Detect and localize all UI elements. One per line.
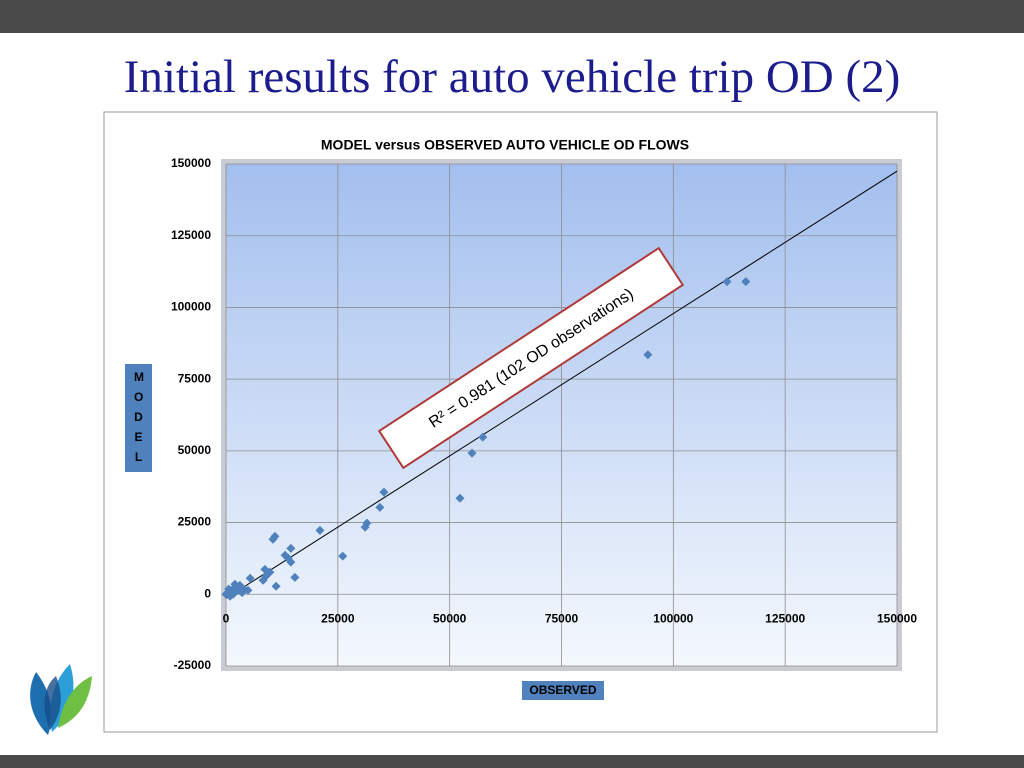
point [290,572,300,582]
point [283,553,293,563]
point [379,487,389,497]
x-tick-label: 75000 [545,611,579,625]
x-tick-label: 150000 [877,611,917,625]
y-tick-label: 150000 [171,156,211,170]
y-axis-label: MODEL [125,364,152,472]
annotation-box [377,246,685,470]
point [467,448,477,458]
x-tick-label: 50000 [433,611,467,625]
chart-title: MODEL versus OBSERVED AUTO VEHICLE OD FL… [321,137,689,153]
x-tick-label: 0 [223,611,230,625]
x-tick-label: 125000 [765,611,805,625]
point [231,581,241,591]
point [360,522,370,532]
point [224,584,234,594]
x-tick-label: 25000 [321,611,355,625]
point [455,493,465,503]
point [271,581,281,591]
y-tick-label: 25000 [178,515,212,529]
y-tick-label: 100000 [171,300,211,314]
point [237,588,247,598]
y-tick-label: 125000 [171,228,211,242]
y-tick-label: 0 [204,586,211,600]
point [722,277,732,287]
y-tick-label: -25000 [174,658,212,672]
bottom-bar [0,755,1024,768]
point [260,564,270,574]
point [245,573,255,583]
point [228,589,238,599]
point [478,432,488,442]
point [315,525,325,535]
point [375,502,385,512]
trendline [225,170,898,599]
y-tick-label: 50000 [178,443,212,457]
point [338,551,348,561]
point [258,575,268,585]
x-tick-label: 100000 [653,611,693,625]
slide-title: Initial results for auto vehicle trip OD… [123,51,901,103]
logo [30,664,92,735]
point [643,350,653,360]
point [268,534,278,544]
y-tick-label: 75000 [178,371,212,385]
point [286,543,296,553]
top-bar [0,0,1024,33]
x-axis-label: OBSERVED [522,681,604,700]
point [741,277,751,287]
